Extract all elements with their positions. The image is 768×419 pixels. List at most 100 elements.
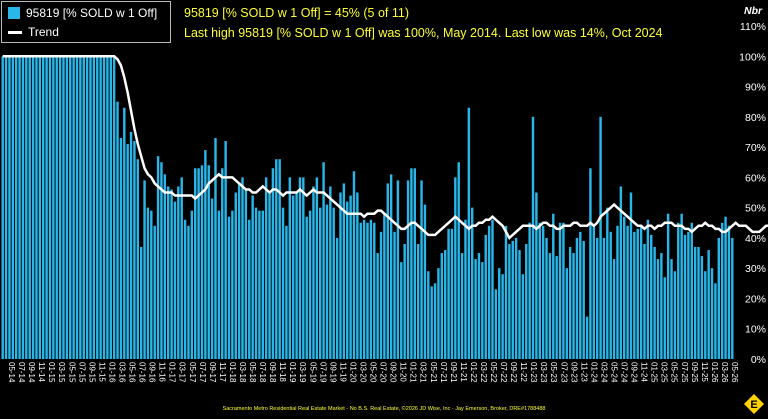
bar <box>14 56 18 360</box>
x-tick-label: 09-24 <box>630 362 639 383</box>
x-tick-label: 03-18 <box>238 362 247 383</box>
bar <box>136 159 140 359</box>
bar <box>504 225 508 359</box>
x-tick-label: 09-20 <box>389 362 398 383</box>
bar <box>237 183 241 359</box>
bar <box>133 141 136 359</box>
x-tick-label: 03-20 <box>358 362 367 383</box>
bar <box>163 174 167 359</box>
x-tick-label: 05-25 <box>670 362 679 383</box>
x-tick-label: 05-15 <box>67 362 76 383</box>
bar <box>291 195 295 359</box>
bar <box>312 186 315 359</box>
y-axis-ticks: 0% 10% 20% 30% 40% 50% 60% 70% 80% 90% 100% 110% <box>739 21 766 366</box>
bar <box>197 168 200 359</box>
bar <box>410 168 413 359</box>
bar <box>460 253 464 359</box>
bar <box>204 150 207 359</box>
x-tick-label: 03-22 <box>479 362 488 383</box>
bar <box>518 250 521 359</box>
x-tick-label: 01-17 <box>168 362 177 383</box>
bar <box>440 253 444 359</box>
bar <box>48 56 52 360</box>
x-tick-label: 07-20 <box>379 362 388 383</box>
y-tick-label: 90% <box>745 82 766 94</box>
x-tick-label: 09-25 <box>690 362 699 383</box>
bar <box>636 228 639 359</box>
bar <box>619 186 623 359</box>
bar <box>281 207 285 359</box>
y-tick-label: 80% <box>745 112 766 124</box>
bar <box>302 177 305 359</box>
bar <box>123 107 126 360</box>
x-tick-label: 05-22 <box>489 362 498 383</box>
x-tick-label: 05-24 <box>609 362 618 383</box>
bar <box>430 286 433 359</box>
x-tick-label: 05-20 <box>369 362 378 383</box>
bar <box>683 234 687 359</box>
x-tick-label: 01-16 <box>107 362 116 383</box>
x-tick-label: 05-18 <box>248 362 257 383</box>
bar <box>325 204 329 359</box>
x-tick-label: 05-17 <box>188 362 197 383</box>
bar <box>258 210 261 359</box>
bar <box>582 240 585 359</box>
bar <box>58 56 62 360</box>
bar <box>271 168 275 359</box>
bar <box>494 289 498 359</box>
bar <box>704 271 707 359</box>
bar <box>433 283 437 359</box>
bar <box>194 168 197 359</box>
x-tick-label: 11-14 <box>37 362 46 382</box>
bar <box>565 268 569 359</box>
x-tick-label: 09-19 <box>328 362 337 383</box>
bar <box>575 237 579 359</box>
bar <box>379 231 383 359</box>
x-tick-label: 07-24 <box>620 362 629 383</box>
x-tick-label: 07-14 <box>17 362 26 383</box>
bar <box>227 216 231 359</box>
bar <box>207 165 210 359</box>
bar <box>612 259 616 359</box>
x-tick-label: 01-22 <box>469 362 478 383</box>
x-tick-label: 09-23 <box>569 362 578 383</box>
x-tick-label: 03-17 <box>178 362 187 383</box>
bar <box>362 219 366 359</box>
legend-item-trend: Trend <box>8 24 59 40</box>
bar <box>369 219 373 359</box>
x-tick-label: 09-16 <box>148 362 157 383</box>
bar <box>180 177 183 359</box>
bar <box>572 253 575 359</box>
bar <box>450 228 454 359</box>
y-tick-label: 60% <box>745 172 766 184</box>
bar <box>52 56 55 360</box>
x-tick-label: 05-14 <box>7 362 16 383</box>
bar <box>498 268 501 359</box>
bar <box>633 231 636 359</box>
x-tick-label: 03-15 <box>57 362 66 383</box>
bar <box>717 237 721 359</box>
bar <box>501 274 504 359</box>
x-tick-label: 11-25 <box>700 362 709 382</box>
bar <box>278 159 281 359</box>
y-tick-label: 0% <box>751 354 766 366</box>
x-tick-label: 01-21 <box>409 362 418 383</box>
bar <box>38 56 42 360</box>
x-tick-label: 11-17 <box>218 362 227 382</box>
bar <box>626 225 629 359</box>
bar <box>116 101 119 360</box>
bar <box>139 246 143 359</box>
bar <box>69 56 72 360</box>
legend-item-bars: 95819 [% SOLD w 1 Off] <box>8 5 157 21</box>
legend: 95819 [% SOLD w 1 Off] Trend <box>1 1 171 43</box>
x-tick-label: 09-21 <box>449 362 458 383</box>
x-tick-label: 01-18 <box>228 362 237 383</box>
bar <box>156 156 160 359</box>
bar <box>555 256 558 359</box>
bar <box>45 56 48 360</box>
legend-bar-label: 95819 [% SOLD w 1 Off] <box>26 6 158 20</box>
bar <box>487 225 491 359</box>
x-tick-label: 01-20 <box>348 362 357 383</box>
bar <box>119 138 123 359</box>
